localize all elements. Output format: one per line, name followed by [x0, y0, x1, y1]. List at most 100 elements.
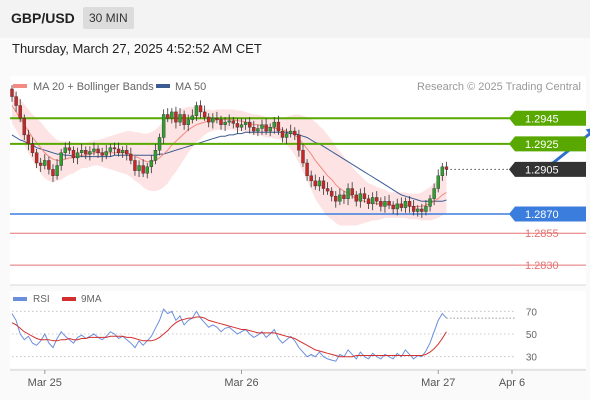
candle-body [256, 128, 260, 132]
candle-body [125, 150, 129, 155]
candle-body [411, 206, 416, 212]
level-label-1.2925: 1.2925 [525, 139, 559, 151]
candle-body [407, 201, 412, 207]
candle-body [399, 203, 404, 208]
candle-body [207, 116, 211, 123]
candle [43, 154, 47, 170]
candle-body [436, 175, 440, 189]
rsi-legend-swatch [13, 297, 27, 301]
candle [198, 100, 203, 119]
candle [383, 196, 387, 213]
candle-body [313, 180, 317, 187]
bollinger-band [12, 87, 447, 226]
candle-body [63, 147, 67, 153]
candle [215, 111, 219, 124]
candle [186, 114, 190, 132]
candle [391, 201, 395, 215]
candle-body [301, 150, 305, 164]
candle [268, 123, 272, 137]
candle [157, 133, 162, 156]
candle [252, 120, 256, 135]
candle [227, 114, 231, 126]
candle [362, 187, 367, 203]
candle-body [178, 114, 182, 123]
candle-body [239, 124, 244, 128]
candle [395, 198, 399, 216]
candle-body [243, 121, 248, 125]
candle [120, 146, 125, 158]
candle-body [362, 193, 367, 199]
ma50-line [11, 131, 447, 202]
x-label-Mar 25: Mar 25 [28, 377, 62, 389]
candle [34, 148, 39, 169]
candle-body [18, 105, 22, 119]
copyright-label: Research © 2025 Trading Central [417, 81, 581, 93]
candle-body [325, 188, 330, 192]
candle-body [116, 148, 121, 153]
level-labels: 1.2945 1.2925 1.2905 1.2870 1.2855 1.2830 [509, 110, 586, 272]
rsi-ma-line [11, 316, 447, 358]
candle-body [79, 150, 84, 153]
candle-body [264, 124, 268, 132]
candle-body [92, 148, 96, 152]
candle-body [440, 166, 445, 176]
candle-body [194, 105, 199, 116]
timeframe-badge[interactable]: 30 MIN [83, 7, 134, 29]
candle [96, 145, 100, 158]
rsi-tick-30: 30 [526, 353, 538, 364]
candle-body [370, 197, 375, 205]
candle-body [375, 197, 379, 202]
header-bar: GBP/USD 30 MIN [0, 0, 590, 38]
candle [358, 188, 363, 208]
ma20-legend-swatch [13, 84, 27, 88]
candle-body [67, 147, 72, 151]
candle [416, 205, 420, 217]
candle [211, 113, 215, 129]
candle-body [10, 88, 14, 97]
candle [79, 143, 84, 157]
candle [444, 161, 449, 176]
candle-body [346, 188, 350, 199]
candle-body [34, 152, 39, 164]
candle [51, 164, 55, 183]
candle-body [280, 130, 285, 138]
main-panel-bg [10, 76, 586, 285]
candle [14, 91, 18, 112]
rsi-panel-bg [10, 291, 586, 368]
candle [235, 118, 240, 134]
candle-body [211, 118, 215, 123]
candle [125, 145, 129, 161]
candle [260, 119, 264, 135]
forecast-arrow-head [585, 128, 590, 135]
candle-body [317, 180, 322, 187]
candle [256, 124, 260, 137]
candle-body [51, 169, 55, 176]
candle [309, 170, 313, 188]
candle-body [395, 203, 399, 210]
candle [346, 183, 350, 206]
candle [424, 200, 428, 216]
candle-body [420, 208, 424, 212]
level-label-1.2945: 1.2945 [525, 113, 559, 125]
candle-body [252, 127, 256, 132]
candle [334, 191, 338, 208]
candle [313, 174, 317, 190]
candle-body [202, 111, 207, 118]
candle [321, 175, 326, 195]
x-axis: Mar 25 Mar 26 Mar 27 Apr 6 [28, 370, 525, 389]
candle-body [174, 111, 178, 123]
candle [88, 146, 92, 161]
candle [178, 108, 182, 126]
candle [108, 143, 113, 157]
candle-body [215, 118, 219, 120]
candle-body [22, 118, 26, 136]
candle [30, 137, 35, 157]
candle-body [88, 151, 92, 155]
candle-body [129, 153, 133, 161]
candle [370, 192, 375, 211]
candle-body [293, 130, 297, 136]
candle-body [120, 150, 125, 153]
rsi-ma-legend-label: 9MA [81, 294, 102, 305]
candle [59, 148, 63, 171]
candle-body [387, 201, 391, 206]
